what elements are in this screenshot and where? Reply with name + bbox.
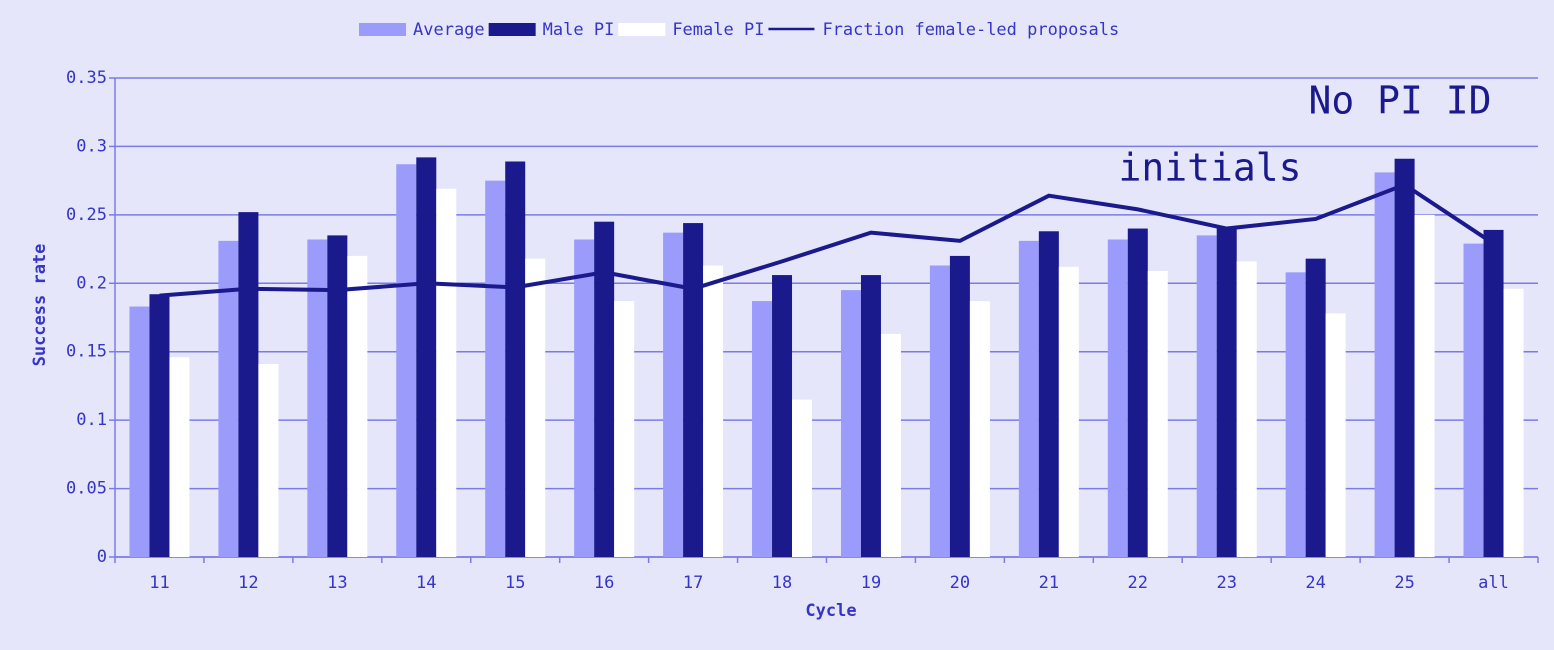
bar <box>1374 172 1395 557</box>
bar <box>1414 214 1435 557</box>
bar <box>752 301 773 557</box>
x-tick-label: 22 <box>1128 573 1148 593</box>
bar <box>1107 239 1128 557</box>
y-tick-label: 0.25 <box>66 205 107 225</box>
bar <box>327 235 348 557</box>
x-tick-label: 20 <box>950 573 970 593</box>
bar <box>860 275 881 557</box>
x-tick-label: 11 <box>149 573 169 593</box>
legend-label: Average <box>413 20 485 40</box>
bar <box>347 255 368 557</box>
bar <box>683 223 704 557</box>
bar <box>1325 313 1346 557</box>
bar <box>149 294 170 557</box>
x-tick-label: 15 <box>505 573 525 593</box>
bar <box>594 221 615 557</box>
x-tick-label: 25 <box>1394 573 1414 593</box>
bar <box>307 239 328 557</box>
x-tick-label: 18 <box>772 573 792 593</box>
bar <box>1058 266 1079 557</box>
legend-label: Female PI <box>672 20 764 40</box>
x-tick-label: 21 <box>1039 573 1059 593</box>
legend-swatch <box>359 23 406 36</box>
legend-label: Fraction female-led proposals <box>822 20 1119 40</box>
bar <box>485 180 506 557</box>
legend-label: Male PI <box>543 20 615 40</box>
x-tick-label: all <box>1478 573 1509 593</box>
bar <box>396 164 417 557</box>
legend-swatch <box>618 23 666 36</box>
y-tick-label: 0 <box>97 547 107 567</box>
bar <box>1463 243 1484 557</box>
x-tick-label: 14 <box>416 573 436 593</box>
x-tick-label: 16 <box>594 573 614 593</box>
bar <box>1216 228 1237 558</box>
bar <box>1236 261 1257 557</box>
bar <box>416 157 437 557</box>
y-tick-label: 0.2 <box>76 273 107 293</box>
y-tick-label: 0.15 <box>66 342 107 362</box>
line <box>159 182 1495 298</box>
bar <box>169 357 190 557</box>
annotation: initials <box>1118 146 1301 190</box>
bar <box>1285 272 1306 557</box>
bar <box>969 301 990 557</box>
x-tick-label: 13 <box>327 573 347 593</box>
bar <box>792 399 813 557</box>
bar <box>840 290 861 557</box>
bar <box>1305 258 1326 557</box>
bar <box>614 301 635 557</box>
x-tick-label: 12 <box>238 573 258 593</box>
x-tick-label: 23 <box>1216 573 1236 593</box>
x-tick-label: 17 <box>683 573 703 593</box>
bar <box>949 255 970 557</box>
x-axis-label: Cycle <box>805 601 856 621</box>
x-tick-label: 19 <box>861 573 881 593</box>
bar <box>703 265 724 557</box>
bar <box>1394 158 1415 557</box>
bar <box>1503 288 1524 557</box>
y-tick-label: 0.35 <box>66 68 107 88</box>
y-tick-label: 0.05 <box>66 479 107 499</box>
bar <box>218 240 239 558</box>
bar <box>929 265 950 557</box>
bar <box>505 161 526 558</box>
bar <box>663 232 684 558</box>
y-axis-label: Success rate <box>30 244 50 367</box>
bar <box>772 275 793 557</box>
bar <box>525 258 546 557</box>
bar <box>1127 228 1148 558</box>
bar <box>258 364 279 557</box>
bar <box>1018 240 1039 558</box>
bar <box>238 212 259 557</box>
y-tick-label: 0.1 <box>76 410 107 430</box>
bar <box>880 333 901 557</box>
bar <box>574 239 595 557</box>
bar <box>1483 229 1504 557</box>
y-tick-label: 0.3 <box>76 136 107 156</box>
bar <box>1147 270 1168 557</box>
bar <box>1038 231 1059 557</box>
bar <box>129 306 150 557</box>
bar <box>436 188 457 557</box>
legend-swatch <box>488 23 536 36</box>
x-tick-label: 24 <box>1305 573 1325 593</box>
bar <box>1196 235 1217 557</box>
annotation: No PI ID <box>1308 79 1491 123</box>
